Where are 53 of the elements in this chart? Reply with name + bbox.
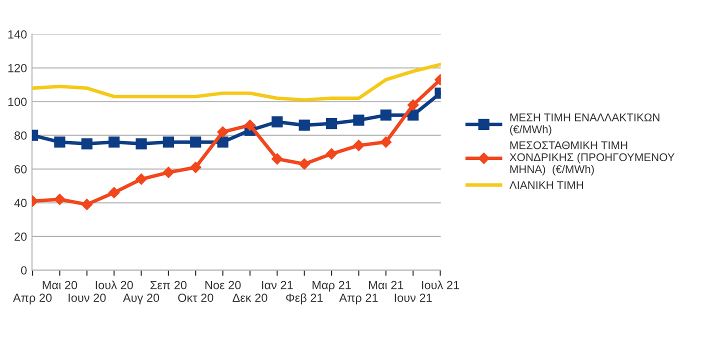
- point: [108, 187, 120, 198]
- point: [353, 114, 364, 126]
- legend-label: ΜΕΣΟΣΤΑΘΜΙΚΗ ΤΙΜΗ ΧΟΝΔΡΙΚΗΣ (ΠΡΟΗΓΟΥΜΕΝΟΥ ΜΗΝΑ) (€/MWh): [510, 141, 675, 176]
- x-tick-label: Μαι 21: [369, 280, 404, 290]
- point: [326, 118, 338, 130]
- point: [81, 138, 92, 150]
- y-tick-label: 60: [14, 165, 27, 174]
- point: [380, 136, 392, 148]
- line-series: [32, 62, 441, 102]
- point: [162, 166, 174, 178]
- y-tick-label: 100: [8, 98, 27, 106]
- point: [272, 153, 283, 165]
- x-tick-label: Μαι 20: [42, 280, 78, 290]
- y-tick-label: 120: [8, 64, 27, 72]
- x-tick-label: Δεκ 20: [232, 294, 268, 302]
- point: [244, 120, 256, 131]
- point: [81, 198, 93, 210]
- x-tick-label: Ιουλ 20: [96, 280, 133, 290]
- x-tick-label: Μαρ 21: [312, 280, 351, 292]
- point: [326, 148, 338, 160]
- legend-label: ΜΕΣΗ ΤΙΜΗ ΕΝΑΛΛΑΚΤΙΚΩΝ (€/MWh): [510, 113, 660, 136]
- x-tick-label: Οκτ 20: [178, 294, 214, 302]
- legend-label: ΛΙΑΝΙΚΗ ΤΙΜΗ: [509, 181, 583, 189]
- x-tick-label: Απρ 21: [339, 294, 378, 304]
- y-tick-label: 20: [14, 232, 27, 241]
- point: [217, 126, 228, 138]
- point: [190, 136, 202, 148]
- point: [190, 162, 202, 173]
- point: [353, 140, 364, 152]
- x-tick-label: Νοε 20: [205, 280, 241, 290]
- x-tick-label: Ιουν 20: [68, 294, 106, 302]
- x-tick-label: Σεπ 20: [150, 280, 187, 290]
- point: [298, 158, 310, 170]
- y-tick-label: 0: [21, 266, 27, 275]
- x-tick-label: Ιαν 21: [262, 280, 293, 290]
- point: [54, 136, 66, 148]
- x-tick-label: Αυγ 20: [122, 294, 160, 304]
- x-tick-label: Ιουν 21: [394, 294, 432, 302]
- y-tick-label: 140: [8, 30, 27, 39]
- x-tick-label: Απρ 20: [12, 294, 52, 304]
- point: [272, 116, 283, 128]
- point: [136, 138, 147, 150]
- x-tick-label: Ιουλ 21: [422, 280, 460, 290]
- point: [108, 136, 120, 148]
- point: [380, 110, 392, 121]
- point: [54, 194, 66, 205]
- point: [407, 99, 419, 111]
- y-tick-label: 80: [14, 131, 27, 140]
- point: [136, 174, 147, 185]
- point: [162, 136, 174, 148]
- point: [298, 120, 310, 131]
- y-tick-label: 40: [14, 198, 27, 208]
- x-tick-label: Φεβ 21: [286, 293, 323, 304]
